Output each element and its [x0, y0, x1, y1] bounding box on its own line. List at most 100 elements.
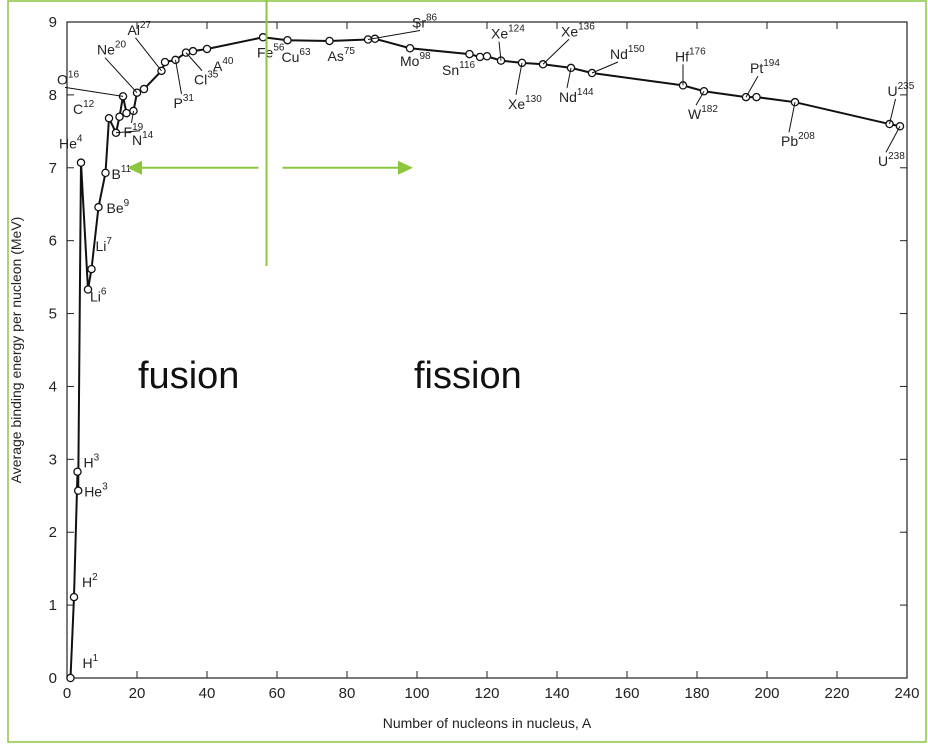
mass-number: 40: [222, 56, 234, 67]
mass-number: 86: [426, 12, 438, 23]
mass-number: 116: [459, 60, 475, 71]
mass-number: 144: [577, 87, 594, 98]
element-label: Hf176: [675, 46, 706, 64]
element-label: Be9: [107, 198, 130, 216]
element-label: C12: [73, 99, 95, 117]
element-symbol: P: [174, 95, 183, 111]
y-tick-label: 3: [49, 451, 57, 468]
element-symbol: U: [878, 153, 888, 169]
x-tick-label: 80: [339, 685, 356, 702]
y-tick-label: 5: [49, 306, 57, 323]
mass-number: 208: [798, 131, 815, 142]
data-point: [73, 486, 83, 495]
x-tick-label: 200: [754, 685, 779, 702]
label-leader-line: [115, 130, 141, 134]
element-symbol: H: [83, 655, 93, 671]
x-tick-label: 60: [269, 685, 286, 702]
label-leader-line: [131, 110, 134, 124]
mass-number: 124: [508, 24, 525, 35]
element-label: Mo98: [400, 51, 431, 69]
mass-number: 27: [140, 20, 152, 31]
element-symbol: Be: [107, 200, 124, 216]
y-tick-label: 9: [49, 14, 57, 31]
element-symbol: Al: [128, 22, 140, 38]
element-label: O16: [57, 69, 79, 87]
mass-number: 63: [299, 47, 311, 58]
data-point: [115, 112, 124, 122]
data-point: [94, 202, 103, 212]
label-leader-line: [566, 67, 572, 89]
data-point: [405, 43, 415, 53]
data-point: [283, 35, 292, 45]
mass-number: 194: [763, 58, 780, 69]
data-point: [76, 158, 86, 167]
element-symbol: C: [73, 101, 83, 117]
y-tick-label: 4: [49, 378, 57, 395]
mass-number: 16: [68, 69, 80, 80]
element-label: Nd144: [559, 87, 594, 105]
mass-number: 56: [273, 42, 285, 53]
data-point: [752, 92, 761, 102]
element-label: U238: [878, 151, 905, 169]
label-leader-line: [745, 75, 759, 98]
mass-number: 98: [419, 51, 431, 62]
element-label: Pt194: [750, 58, 780, 76]
element-label: Cl35: [194, 70, 219, 88]
element-label: P31: [174, 93, 195, 111]
mass-number: 19: [132, 122, 144, 133]
mass-number: 6: [101, 287, 107, 298]
element-label: Fe56: [257, 42, 285, 60]
element-symbol: As: [328, 48, 344, 64]
label-leader-line: [542, 38, 570, 65]
mass-number: 136: [578, 21, 595, 32]
element-label: Nd150: [610, 44, 645, 62]
label-leader-line: [185, 52, 203, 71]
element-symbol: Li: [90, 289, 101, 305]
mass-number: 235: [898, 81, 915, 92]
element-label: As75: [328, 46, 356, 64]
element-label: U235: [888, 81, 915, 99]
element-symbol: A: [213, 58, 223, 74]
element-symbol: Sn: [442, 62, 459, 78]
element-label: Cu63: [282, 47, 311, 65]
mass-number: 182: [701, 104, 718, 115]
element-symbol: Sr: [412, 14, 426, 30]
mass-number: 75: [344, 46, 356, 57]
slide-border: [7, 0, 927, 743]
fusion-label: fusion: [138, 355, 239, 397]
data-point: [160, 57, 170, 67]
label-leader-line: [889, 98, 896, 125]
element-label: He3: [84, 482, 108, 500]
fusion-fission-overlay: [127, 0, 413, 266]
x-tick-label: 100: [404, 685, 429, 702]
element-symbol: Mo: [400, 53, 420, 69]
element-labels: H1H2H3He3He4Li6Li7Be9B11C12N14O16F19Ne20…: [57, 12, 915, 671]
element-symbol: O: [57, 71, 68, 87]
mass-number: 14: [142, 130, 154, 141]
element-symbol: W: [688, 106, 702, 122]
y-tick-label: 0: [49, 670, 57, 687]
data-point: [83, 285, 93, 294]
element-label: H1: [83, 653, 99, 671]
mass-number: 11: [121, 164, 132, 175]
label-leader-line: [591, 61, 619, 74]
y-axis-label: Average binding energy per nucleon (MeV): [8, 217, 24, 484]
element-symbol: B: [112, 166, 121, 182]
element-symbol: F: [124, 124, 133, 140]
label-leader-line: [104, 57, 138, 94]
label-leader-line: [135, 37, 162, 72]
element-symbol: Pt: [750, 60, 763, 76]
element-symbol: He: [84, 484, 102, 500]
mass-number: 3: [102, 482, 108, 493]
x-tick-label: 120: [474, 685, 499, 702]
element-label: Pb208: [781, 131, 815, 149]
element-symbol: Hf: [675, 48, 689, 64]
element-label: A40: [213, 56, 234, 74]
label-leader-line: [498, 41, 502, 61]
y-tick-label: 2: [49, 524, 57, 541]
fission-label: fission: [414, 355, 522, 397]
label-leader-line: [695, 90, 705, 106]
element-symbol: H: [84, 455, 94, 471]
